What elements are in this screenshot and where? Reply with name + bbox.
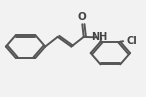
- Text: Cl: Cl: [127, 36, 138, 46]
- Text: O: O: [78, 12, 87, 22]
- Text: NH: NH: [91, 32, 107, 42]
